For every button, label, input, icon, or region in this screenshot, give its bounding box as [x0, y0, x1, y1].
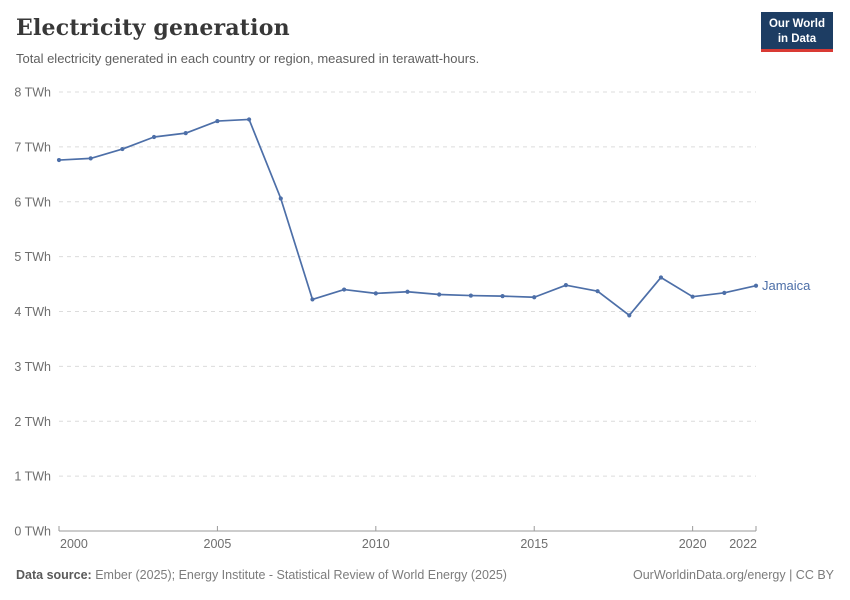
y-tick-label: 7 TWh [14, 140, 51, 154]
data-point[interactable] [532, 295, 537, 300]
data-point[interactable] [468, 293, 473, 298]
y-tick-label: 3 TWh [14, 360, 51, 374]
data-point[interactable] [405, 289, 410, 294]
data-point[interactable] [658, 275, 664, 280]
page-subtitle: Total electricity generated in each coun… [16, 51, 480, 66]
y-tick-label: 6 TWh [14, 195, 51, 209]
chart-footer: Data source: Ember (2025); Energy Instit… [16, 568, 834, 582]
x-tick-label: 2010 [362, 537, 390, 551]
y-tick-label: 5 TWh [14, 250, 51, 264]
data-point[interactable] [500, 294, 505, 299]
data-point[interactable] [215, 118, 220, 124]
data-point[interactable] [753, 283, 759, 288]
data-point[interactable] [88, 156, 93, 161]
page-title: Electricity generation [16, 15, 290, 41]
data-point[interactable] [56, 157, 62, 163]
data-source: Data source: Ember (2025); Energy Instit… [16, 568, 507, 582]
owid-logo-line1: Our World [768, 18, 825, 30]
data-point[interactable] [722, 290, 727, 295]
data-point[interactable] [690, 294, 695, 299]
data-point[interactable] [278, 196, 283, 201]
data-point[interactable] [342, 287, 347, 292]
data-point[interactable] [373, 291, 378, 296]
data-source-label: Data source: [16, 568, 92, 582]
owid-url-link[interactable]: OurWorldinData.org/energy | CC BY [632, 568, 834, 582]
y-tick-label: 0 TWh [14, 525, 51, 539]
data-point[interactable] [627, 313, 632, 318]
data-point[interactable] [246, 117, 252, 122]
data-point[interactable] [595, 289, 600, 294]
data-source-text: Ember (2025); Energy Institute - Statist… [95, 568, 507, 582]
data-point[interactable] [151, 134, 157, 140]
y-tick-label: 2 TWh [14, 415, 51, 429]
x-tick-label: 2020 [679, 537, 707, 551]
data-point[interactable] [183, 131, 188, 136]
data-point[interactable] [563, 283, 569, 288]
data-point[interactable] [310, 297, 315, 302]
series-label: Jamaica [762, 278, 811, 293]
y-tick-label: 4 TWh [14, 305, 51, 319]
x-tick-label: 2005 [204, 537, 232, 551]
y-tick-label: 8 TWh [14, 86, 51, 100]
x-tick-label: 2015 [520, 537, 548, 551]
owid-logo-line2: in Data [777, 32, 817, 45]
data-point[interactable] [120, 146, 125, 152]
data-point[interactable] [437, 292, 442, 297]
owid-logo[interactable]: Our World in Data [760, 12, 833, 53]
x-tick-label: 2000 [60, 537, 88, 551]
y-tick-label: 1 TWh [14, 470, 51, 484]
x-tick-label: 2022 [729, 537, 757, 551]
series-line [58, 118, 757, 317]
